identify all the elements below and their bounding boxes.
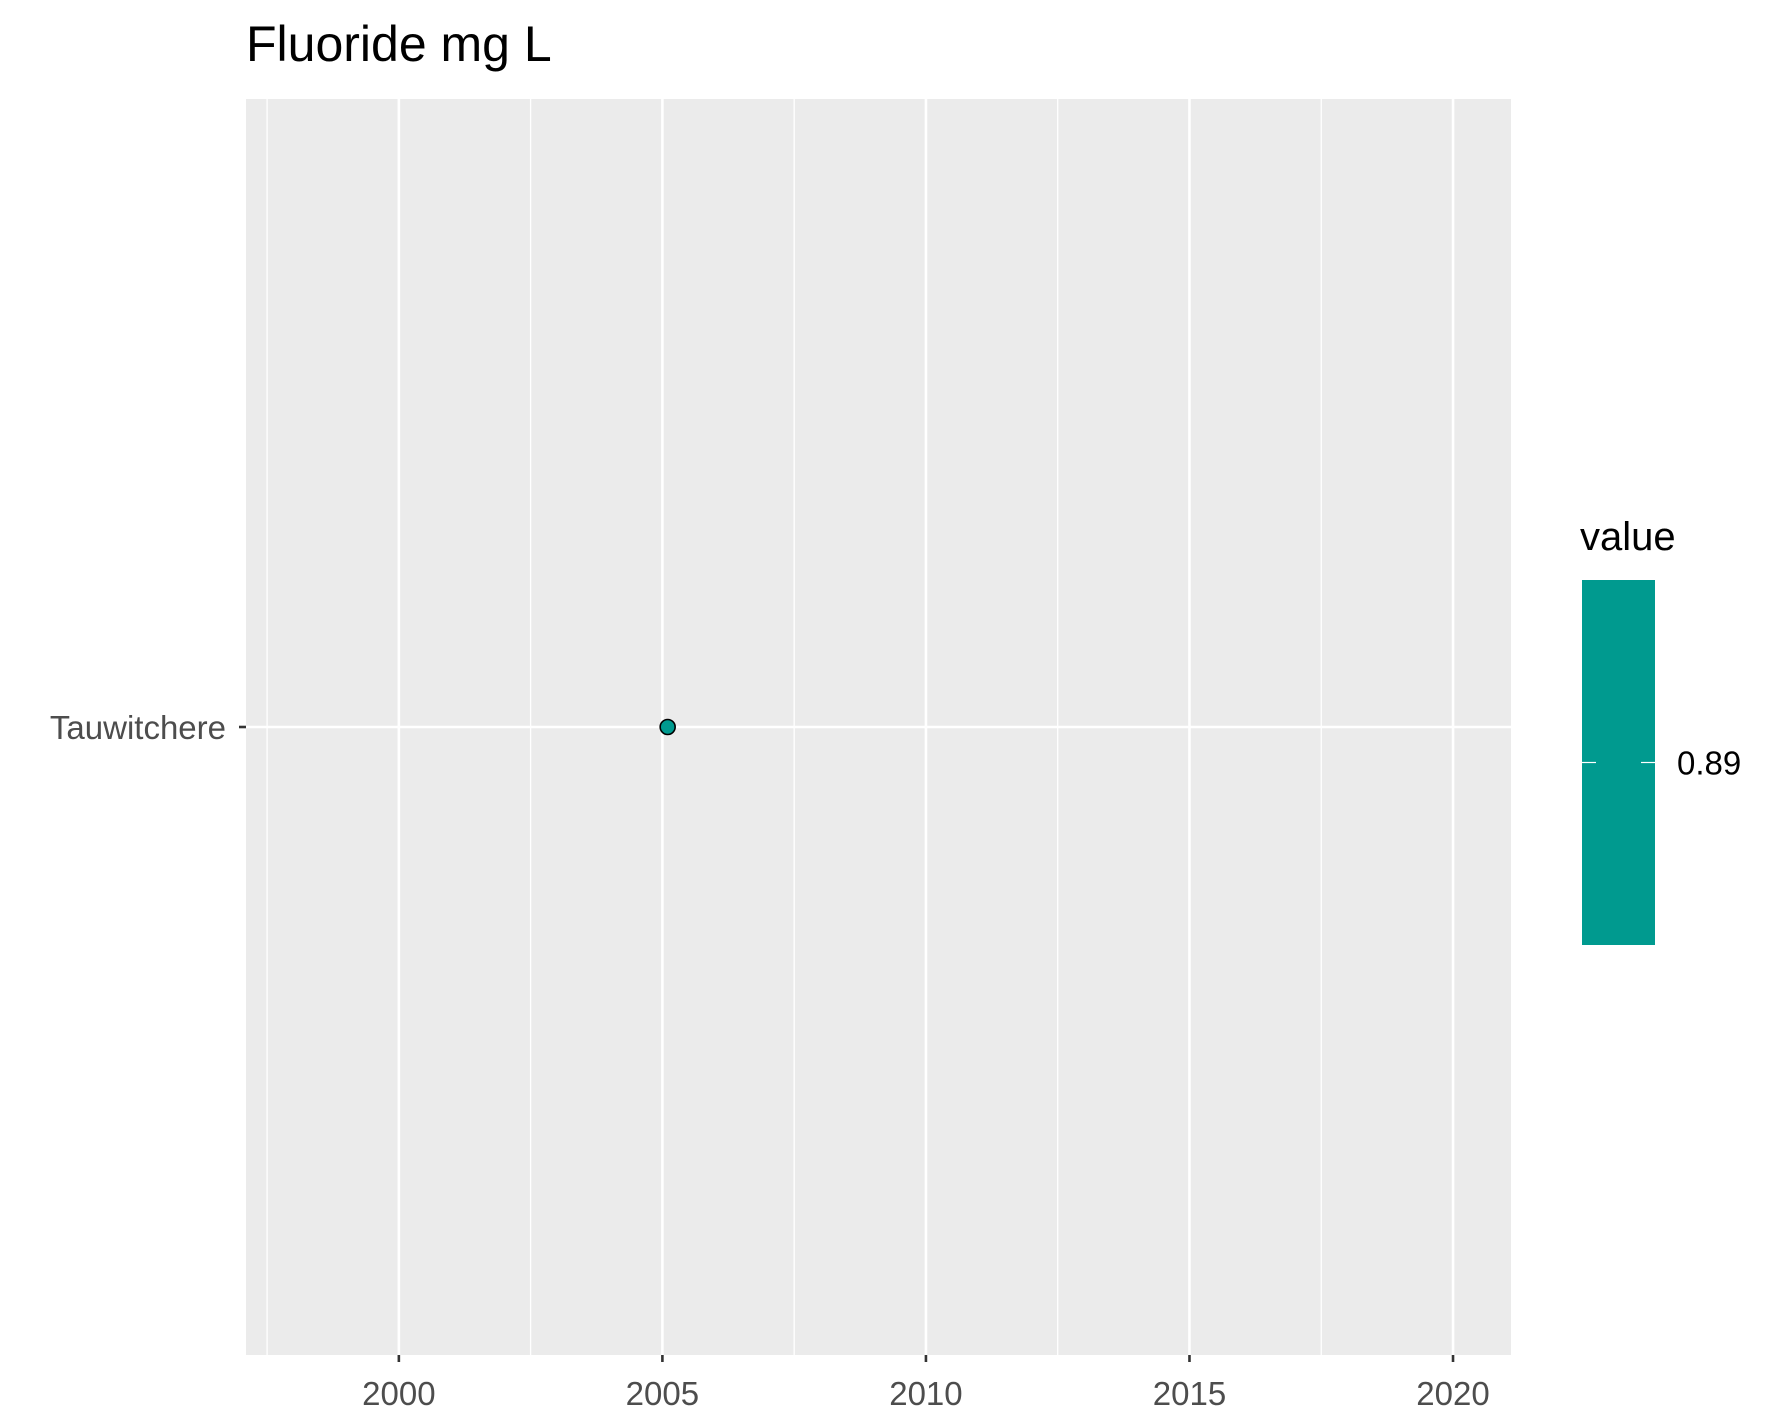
x-tick-label: 2010	[889, 1375, 962, 1412]
chart-title: Fluoride mg L	[246, 16, 552, 72]
y-axis: Tauwitchere	[50, 709, 246, 746]
legend-title: value	[1580, 515, 1676, 559]
legend: value 0.89	[1580, 515, 1741, 945]
data-point	[659, 718, 676, 736]
x-tick-label: 2005	[626, 1375, 699, 1412]
data-points	[659, 718, 676, 736]
legend-ticks: 0.89	[1582, 745, 1741, 782]
x-tick-label: 2020	[1416, 1375, 1489, 1412]
x-axis: 2000 2005 2010 2015 2020	[362, 1355, 1490, 1412]
y-tick-label: Tauwitchere	[50, 709, 226, 746]
x-tick-label: 2015	[1153, 1375, 1226, 1412]
x-tick-label: 2000	[362, 1375, 435, 1412]
legend-label: 0.89	[1677, 745, 1741, 782]
